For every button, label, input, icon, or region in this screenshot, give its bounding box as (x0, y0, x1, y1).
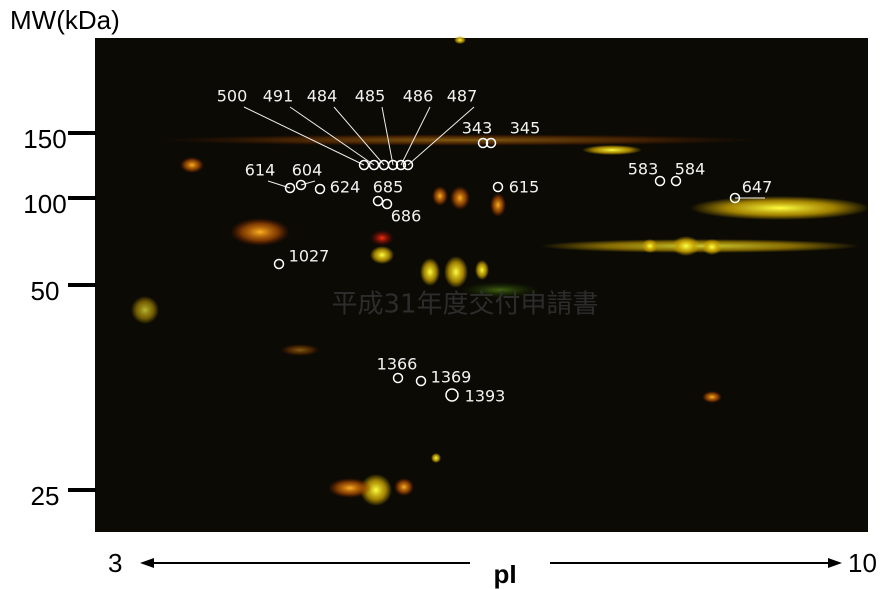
spot-label: 584 (675, 160, 706, 179)
y-axis-title: MW(kDa) (10, 5, 120, 35)
spot-label: 343 (462, 119, 493, 138)
spot-label: 1366 (377, 355, 418, 374)
arrow-head (828, 558, 842, 568)
spot-label: 686 (391, 207, 422, 226)
x-axis-label: pI (493, 559, 516, 589)
y-tick-label: 50 (31, 276, 60, 306)
y-tick-label: 100 (23, 189, 66, 219)
spot-label: 604 (292, 161, 323, 180)
spot-label: 491 (263, 87, 294, 106)
spot-label: 484 (307, 87, 338, 106)
x-axis-left: 3 (108, 548, 122, 578)
spot-label: 486 (403, 87, 434, 106)
spot-label: 1027 (289, 247, 330, 266)
y-tick-label: 25 (31, 481, 60, 511)
watermark: 平成31年度交付申請書 (331, 290, 598, 320)
spot-label: 500 (217, 87, 248, 106)
figure: MW(kDa) 150 100 50 25 3 pI 10 平成31年度交付申請書 5… (0, 0, 885, 589)
spot-label: 1369 (431, 368, 472, 387)
spot-label: 615 (509, 178, 540, 197)
spot-label: 624 (330, 178, 361, 197)
spot-label: 345 (510, 119, 541, 138)
spot-label: 1393 (465, 387, 506, 406)
spot-label: 485 (355, 87, 386, 106)
spot-label: 685 (373, 178, 404, 197)
x-axis-right: 10 (848, 548, 877, 578)
spot-label: 487 (447, 87, 478, 106)
arrow-head (140, 558, 154, 568)
spot-label: 614 (245, 161, 276, 180)
spot-label: 647 (742, 178, 773, 197)
spot-label: 583 (628, 160, 659, 179)
y-tick-label: 150 (23, 124, 66, 154)
